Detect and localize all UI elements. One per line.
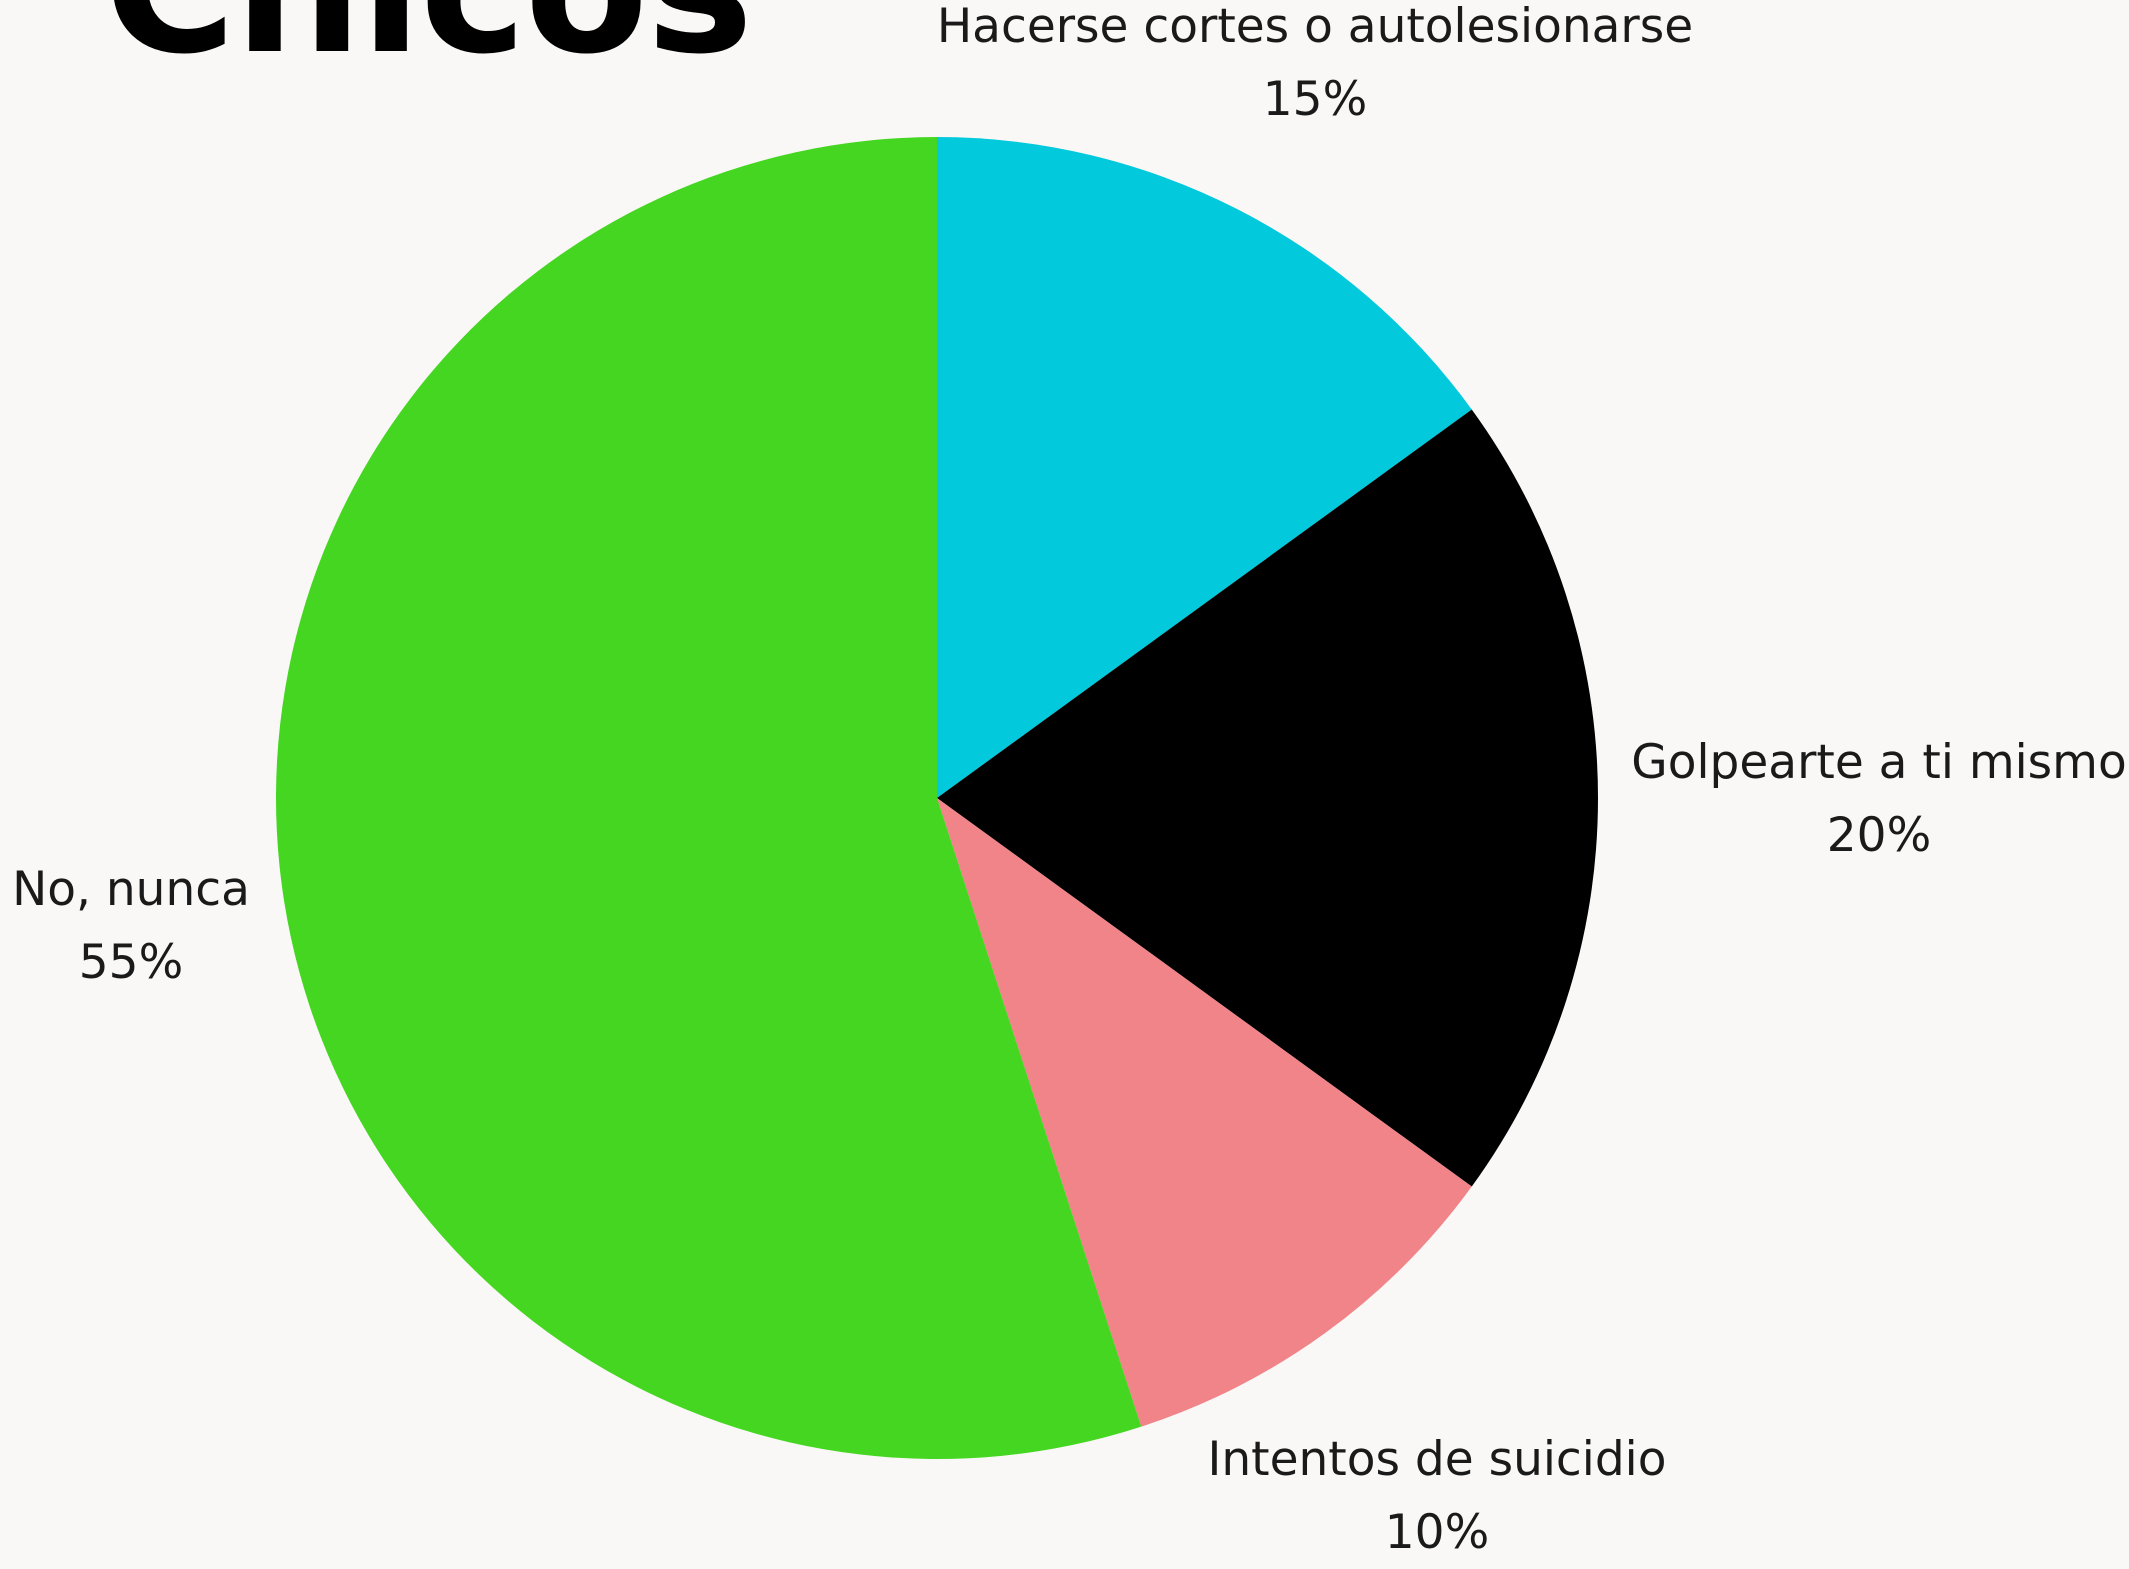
slice-percent: 10% bbox=[1384, 1505, 1490, 1560]
slice-label-nunca: No, nunca 55% bbox=[12, 853, 250, 999]
slice-label-suicidio: Intentos de suicidio 10% bbox=[1208, 1423, 1667, 1569]
slice-nunca bbox=[276, 137, 1142, 1460]
slice-label-autolesion: Hacerse cortes o autolesionarse 15% bbox=[937, 0, 1693, 136]
slice-label-golpearte: Golpearte a ti mismo 20% bbox=[1631, 726, 2126, 872]
slice-name: No, nunca bbox=[12, 862, 250, 917]
slice-percent: 55% bbox=[78, 935, 184, 990]
slice-name: Intentos de suicidio bbox=[1207, 1432, 1667, 1487]
slice-percent: 15% bbox=[1262, 72, 1368, 127]
slice-name: Hacerse cortes o autolesionarse bbox=[936, 0, 1694, 54]
slice-suicidio bbox=[937, 798, 1472, 1427]
chart-title: Chicos bbox=[104, 0, 753, 80]
slice-percent: 20% bbox=[1826, 808, 1932, 863]
slice-autolesion bbox=[937, 137, 1472, 798]
slice-golpearte bbox=[937, 409, 1599, 1187]
slice-name: Golpearte a ti mismo bbox=[1631, 735, 2127, 790]
